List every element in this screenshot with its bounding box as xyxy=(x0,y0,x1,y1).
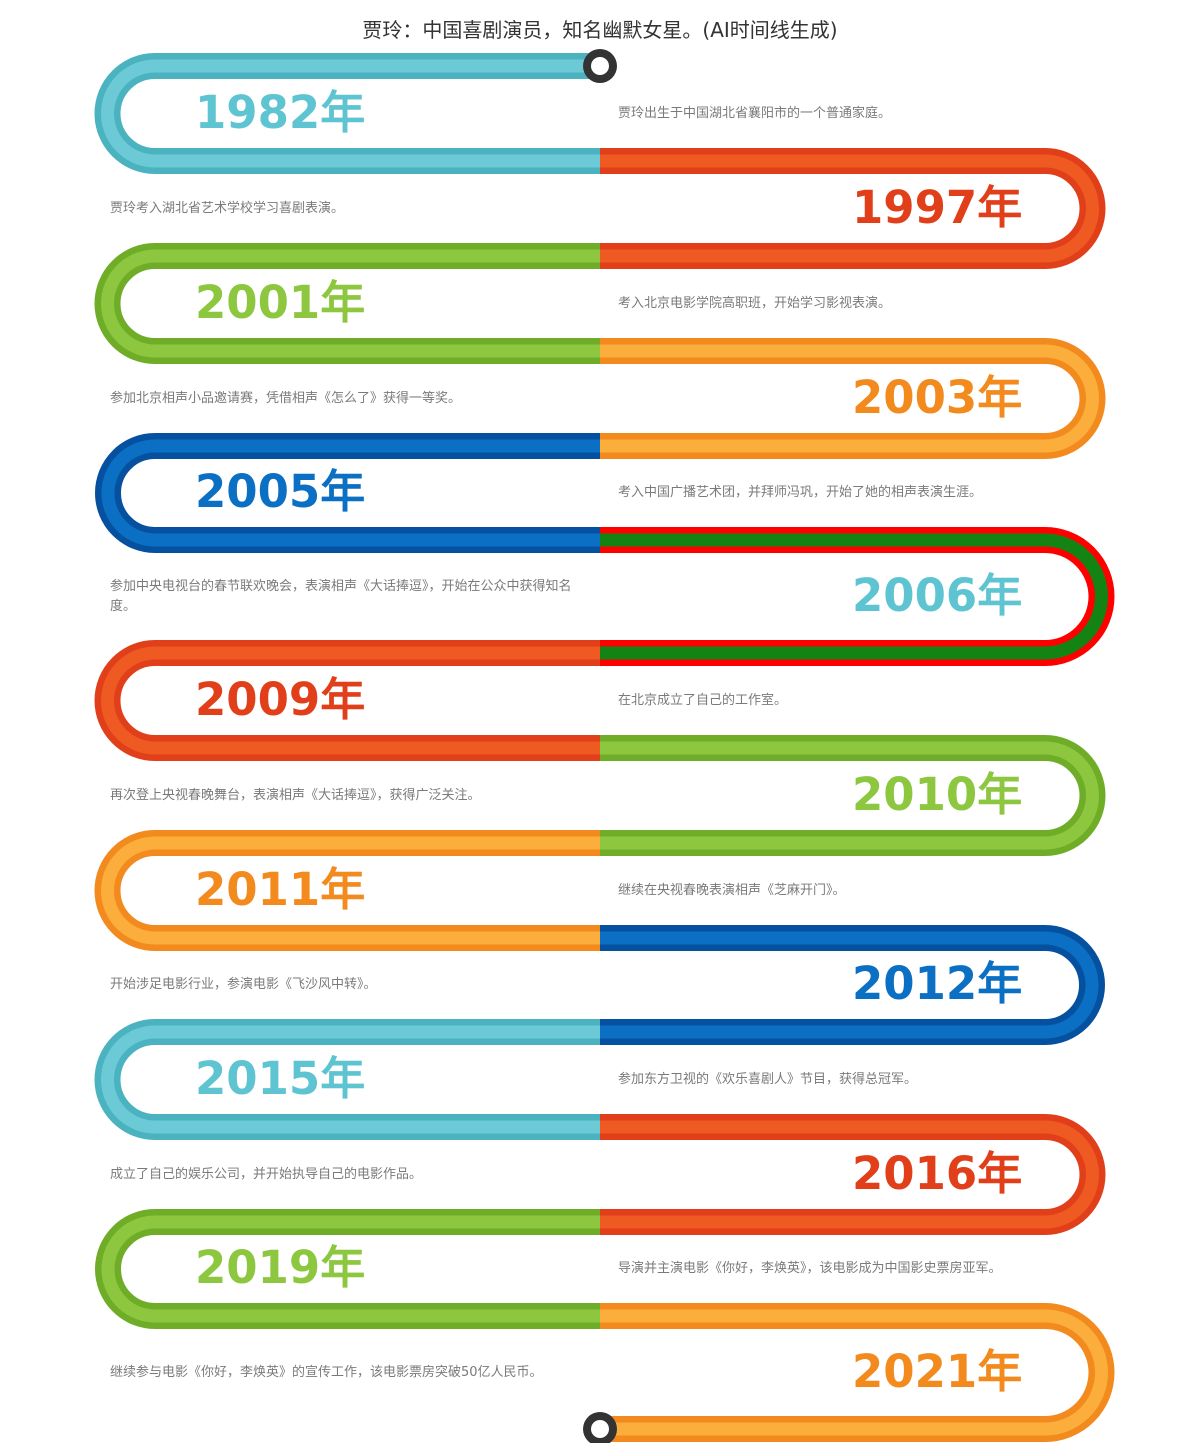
event-description: 考入北京电影学院高职班，开始学习影视表演。 xyxy=(618,295,892,311)
event-description: 开始涉足电影行业，参演电影《飞沙风中转》。 xyxy=(110,977,377,992)
timeline-segment-inner-12 xyxy=(101,1215,600,1323)
year-label: 2003年 xyxy=(852,370,1023,424)
timeline-segment-inner-4 xyxy=(101,439,600,547)
year-label: 1997年 xyxy=(852,180,1023,234)
event-description: 考入中国广播艺术团，并拜师冯巩，开始了她的相声表演生涯。 xyxy=(618,485,983,500)
year-label: 2011年 xyxy=(195,862,366,916)
timeline-segment-inner-11 xyxy=(600,1120,1099,1229)
year-label: 2009年 xyxy=(195,672,366,726)
year-label: 1982年 xyxy=(195,85,366,139)
year-label: 2001年 xyxy=(195,275,366,329)
event-description: 贾玲考入湖北省艺术学校学习喜剧表演。 xyxy=(110,200,345,216)
year-label: 2019年 xyxy=(195,1241,366,1294)
year-label: 2015年 xyxy=(195,1051,366,1105)
event-description: 继续参与电影《你好，李焕英》的宣传工作，该电影票房突破50亿人民币。 xyxy=(110,1364,543,1380)
timeline-segment-13 xyxy=(600,1303,1115,1442)
event-description: 再次登上央视春晚舞台，表演相声《大话捧逗》，获得广泛关注。 xyxy=(110,787,481,803)
event-description: 成立了自己的娱乐公司，并开始执导自己的电影作品。 xyxy=(110,1166,423,1182)
timeline-segment-5 xyxy=(600,527,1115,666)
timeline-segment-inner-13 xyxy=(600,1309,1108,1436)
year-label: 2012年 xyxy=(852,957,1023,1010)
timeline-segment-inner-5 xyxy=(600,533,1108,660)
event-description: 继续在央视春晚表演相声《芝麻开门》。 xyxy=(618,882,846,898)
end-node xyxy=(583,1412,617,1443)
year-label: 2005年 xyxy=(195,465,366,518)
event-description: 导演并主演电影《你好，李焕英》，该电影成为中国影史票房亚军。 xyxy=(618,1261,1002,1276)
timeline-segment-inner-3 xyxy=(600,344,1099,453)
timeline-segment-inner-6 xyxy=(101,646,600,755)
timeline-segment-inner-10 xyxy=(101,1025,600,1134)
year-label: 2016年 xyxy=(852,1146,1023,1200)
timeline-segment-inner-0 xyxy=(101,59,600,168)
timeline-segment-inner-1 xyxy=(600,154,1099,263)
event-description: 参加北京相声小品邀请赛，凭借相声《怎么了》获得一等奖。 xyxy=(110,390,462,406)
timeline-segment-inner-2 xyxy=(101,249,600,358)
timeline-segment-inner-8 xyxy=(101,836,600,945)
year-label: 2021年 xyxy=(852,1344,1023,1398)
event-description: 参加东方卫视的《欢乐喜剧人》节目，获得总冠军。 xyxy=(618,1071,918,1087)
event-description: 贾玲出生于中国湖北省襄阳市的一个普通家庭。 xyxy=(618,105,892,121)
timeline-segment-inner-7 xyxy=(600,741,1099,850)
year-label: 2006年 xyxy=(852,568,1023,622)
event-description: 参加中央电视台的春节联欢晚会，表演相声《大话捧逗》，开始在公众中获得知名度。 xyxy=(110,578,572,614)
event-description: 在北京成立了自己的工作室。 xyxy=(618,692,788,708)
year-label: 2010年 xyxy=(852,767,1023,821)
page-title: 贾玲：中国喜剧演员，知名幽默女星。(AI时间线生成) xyxy=(362,18,838,42)
start-node xyxy=(583,49,617,83)
timeline-segment-inner-9 xyxy=(600,931,1099,1039)
